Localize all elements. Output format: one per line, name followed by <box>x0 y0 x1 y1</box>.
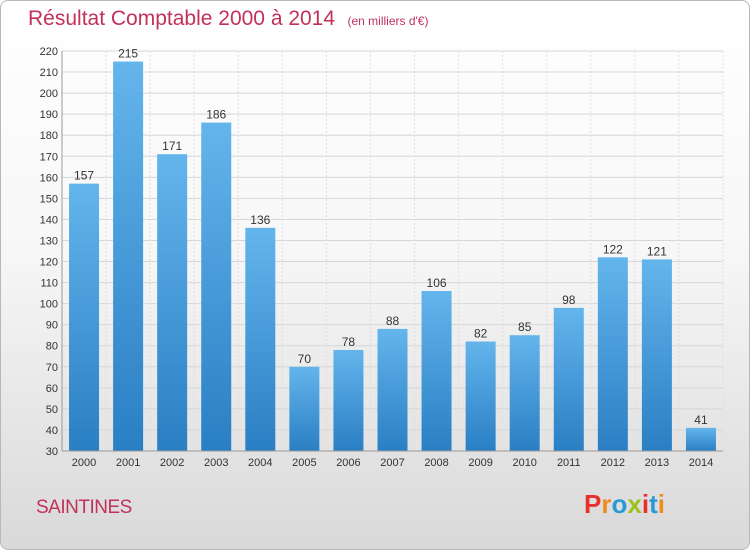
bar-value-label: 85 <box>518 320 532 334</box>
logo-letter: i <box>641 489 650 519</box>
bar-2006 <box>333 349 364 451</box>
bar-value-label: 157 <box>74 169 94 183</box>
logo-letter: t <box>649 489 658 519</box>
chart-subtitle: (en milliers d'€) <box>347 14 429 28</box>
x-tick-label: 2002 <box>160 457 184 469</box>
axes: 30 40 50 60 70 80 90 100 110 120 130 140 150 160 170 18… <box>40 46 723 469</box>
y-tick-label: 50 <box>46 404 58 416</box>
bar-2008 <box>421 291 452 451</box>
bar-2014 <box>685 427 716 451</box>
bar-value-label: 41 <box>694 413 708 427</box>
bar-value-label: 121 <box>647 244 667 258</box>
logo-letter: r <box>601 489 612 519</box>
bar-2013 <box>641 259 672 451</box>
x-tick-label: 2009 <box>468 457 492 469</box>
y-tick-label: 180 <box>40 130 58 142</box>
y-tick-label: 30 <box>46 446 58 458</box>
y-tick-label: 190 <box>40 109 58 121</box>
y-tick-label: 140 <box>40 214 58 226</box>
bar-value-label: 70 <box>298 352 312 366</box>
bar-value-label: 136 <box>250 213 270 227</box>
y-tick-label: 100 <box>40 299 58 311</box>
x-tick-label: 2005 <box>292 457 316 469</box>
y-tick-label: 160 <box>40 172 58 184</box>
bar-2000 <box>69 183 100 451</box>
bar-2003 <box>201 122 232 451</box>
bar-2010 <box>509 335 540 451</box>
proxiti-logo[interactable]: Proxiti <box>584 489 665 520</box>
logo-letter: o <box>611 489 628 519</box>
y-tick-label: 210 <box>40 67 58 79</box>
y-tick-label: 200 <box>40 88 58 100</box>
bar-value-label: 82 <box>474 327 488 341</box>
x-tick-label: 2003 <box>204 457 228 469</box>
bar-value-label: 215 <box>118 47 138 61</box>
y-tick-label: 70 <box>46 362 58 374</box>
bar-value-label: 98 <box>562 293 576 307</box>
bar-2004 <box>245 227 276 451</box>
bars: 157 215 171 186 136 70 78 88 106 82 85 98 122 121 41 <box>69 47 716 452</box>
bar-2011 <box>553 307 584 451</box>
y-tick-label: 130 <box>40 235 58 247</box>
bar-2001 <box>113 61 144 452</box>
bar-value-label: 78 <box>342 335 356 349</box>
bar-value-label: 106 <box>427 276 447 290</box>
bar-value-label: 171 <box>162 139 182 153</box>
logo-letter: P <box>584 489 602 519</box>
bar-2009 <box>465 341 496 451</box>
x-tick-label: 2000 <box>72 457 96 469</box>
y-tick-label: 90 <box>46 320 58 332</box>
bar-value-label: 186 <box>206 108 226 122</box>
city-name: SAINTINES <box>36 497 132 518</box>
y-tick-label: 150 <box>40 193 58 205</box>
y-tick-label: 40 <box>46 425 58 437</box>
x-tick-label: 2012 <box>601 457 625 469</box>
y-tick-label: 170 <box>40 151 58 163</box>
x-tick-label: 2007 <box>380 457 404 469</box>
chart-title: Résultat Comptable 2000 à 2014 <box>28 7 336 30</box>
x-tick-label: 2001 <box>116 457 140 469</box>
y-tick-label: 60 <box>46 383 58 395</box>
x-tick-label: 2004 <box>248 457 272 469</box>
logo-letter: x <box>627 489 642 519</box>
bar-2007 <box>377 328 408 451</box>
bar-value-label: 122 <box>603 242 623 256</box>
x-tick-label: 2014 <box>689 457 713 469</box>
x-tick-label: 2006 <box>336 457 360 469</box>
x-tick-label: 2008 <box>424 457 448 469</box>
y-tick-label: 120 <box>40 257 58 269</box>
bar-2002 <box>157 154 188 451</box>
logo-letter: i <box>657 489 665 519</box>
x-tick-label: 2013 <box>645 457 669 469</box>
bar-value-label: 88 <box>386 314 400 328</box>
y-tick-label: 110 <box>40 278 58 290</box>
y-tick-label: 80 <box>46 341 58 353</box>
title-block: Résultat Comptable 2000 à 2014 (en milli… <box>28 7 428 31</box>
bar-2012 <box>597 257 628 451</box>
y-tick-label: 220 <box>40 46 58 58</box>
bar-2005 <box>289 366 320 451</box>
x-tick-label: 2010 <box>512 457 536 469</box>
x-tick-label: 2011 <box>557 457 581 469</box>
